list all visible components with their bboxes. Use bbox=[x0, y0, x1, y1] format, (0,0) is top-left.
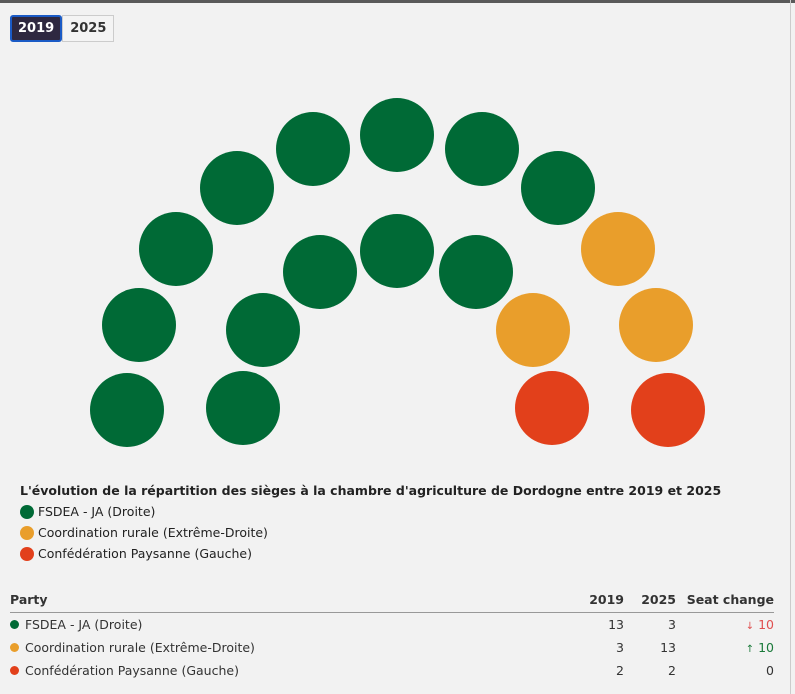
seat bbox=[283, 235, 357, 309]
table-row: Confédération Paysanne (Gauche) 2 2 0 bbox=[10, 659, 774, 682]
chart-title: L'évolution de la répartition des sièges… bbox=[20, 483, 722, 498]
legend-dot bbox=[20, 546, 34, 561]
seat bbox=[360, 214, 434, 288]
cell-2019: 13 bbox=[608, 617, 624, 632]
seat bbox=[200, 151, 274, 225]
change-arrow-icon: ↑ bbox=[745, 644, 755, 655]
legend-label: Coordination rurale (Extrême-Droite) bbox=[38, 525, 268, 540]
seat bbox=[631, 373, 705, 447]
cell-2025: 2 bbox=[668, 663, 676, 678]
legend-dot bbox=[20, 504, 34, 519]
change-value: 10 bbox=[758, 640, 774, 655]
party-cell: Coordination rurale (Extrême-Droite) bbox=[10, 636, 574, 659]
seat bbox=[439, 235, 513, 309]
party-dot bbox=[10, 666, 19, 675]
year-tabs: 2019 2025 bbox=[10, 15, 115, 42]
tab-2019[interactable]: 2019 bbox=[10, 15, 63, 42]
party-name: Confédération Paysanne (Gauche) bbox=[25, 663, 239, 678]
cell-seat-change: 0 bbox=[676, 659, 774, 682]
cell-seat-change: ↑ 10 bbox=[676, 636, 774, 659]
seat bbox=[496, 293, 570, 367]
cell-2025: 13 bbox=[660, 640, 676, 655]
seat bbox=[521, 151, 595, 225]
header-2019: 2019 bbox=[574, 588, 624, 613]
right-border bbox=[790, 0, 791, 694]
legend-label: FSDEA - JA (Droite) bbox=[38, 504, 156, 519]
cell-2019: 2 bbox=[616, 663, 624, 678]
header-2025: 2025 bbox=[624, 588, 676, 613]
legend: FSDEA - JA (Droite) Coordination rurale … bbox=[20, 501, 268, 564]
legend-item: Coordination rurale (Extrême-Droite) bbox=[20, 522, 268, 543]
top-border bbox=[0, 0, 795, 3]
seat bbox=[276, 112, 350, 186]
cell-seat-change: ↓ 10 bbox=[676, 613, 774, 637]
party-cell: FSDEA - JA (Droite) bbox=[10, 613, 574, 637]
party-dot bbox=[10, 620, 19, 629]
change-value: 10 bbox=[758, 617, 774, 632]
seat bbox=[445, 112, 519, 186]
cell-2025: 3 bbox=[668, 617, 676, 632]
party-dot bbox=[10, 643, 19, 652]
party-name: FSDEA - JA (Droite) bbox=[25, 617, 143, 632]
tab-2025[interactable]: 2025 bbox=[62, 15, 115, 42]
header-party: Party bbox=[10, 588, 574, 613]
header-seat-change: Seat change bbox=[676, 588, 774, 613]
legend-label: Confédération Paysanne (Gauche) bbox=[38, 546, 252, 561]
parliament-chart bbox=[90, 98, 705, 447]
seat bbox=[360, 98, 434, 172]
legend-item: Confédération Paysanne (Gauche) bbox=[20, 543, 268, 564]
seat-table: Party 2019 2025 Seat change FSDEA - JA (… bbox=[10, 588, 774, 682]
seat bbox=[139, 212, 213, 286]
table-row: FSDEA - JA (Droite) 13 3 ↓ 10 bbox=[10, 613, 774, 637]
party-cell: Confédération Paysanne (Gauche) bbox=[10, 659, 574, 682]
seat bbox=[226, 293, 300, 367]
cell-2019: 3 bbox=[616, 640, 624, 655]
seat bbox=[102, 288, 176, 362]
legend-dot bbox=[20, 525, 34, 540]
seat bbox=[515, 371, 589, 445]
seat bbox=[206, 371, 280, 445]
seat bbox=[90, 373, 164, 447]
seat bbox=[581, 212, 655, 286]
table-row: Coordination rurale (Extrême-Droite) 3 13 ↑… bbox=[10, 636, 774, 659]
change-arrow-icon: ↓ bbox=[745, 621, 755, 632]
change-value: 0 bbox=[766, 663, 774, 678]
legend-item: FSDEA - JA (Droite) bbox=[20, 501, 268, 522]
party-name: Coordination rurale (Extrême-Droite) bbox=[25, 640, 255, 655]
seat bbox=[619, 288, 693, 362]
